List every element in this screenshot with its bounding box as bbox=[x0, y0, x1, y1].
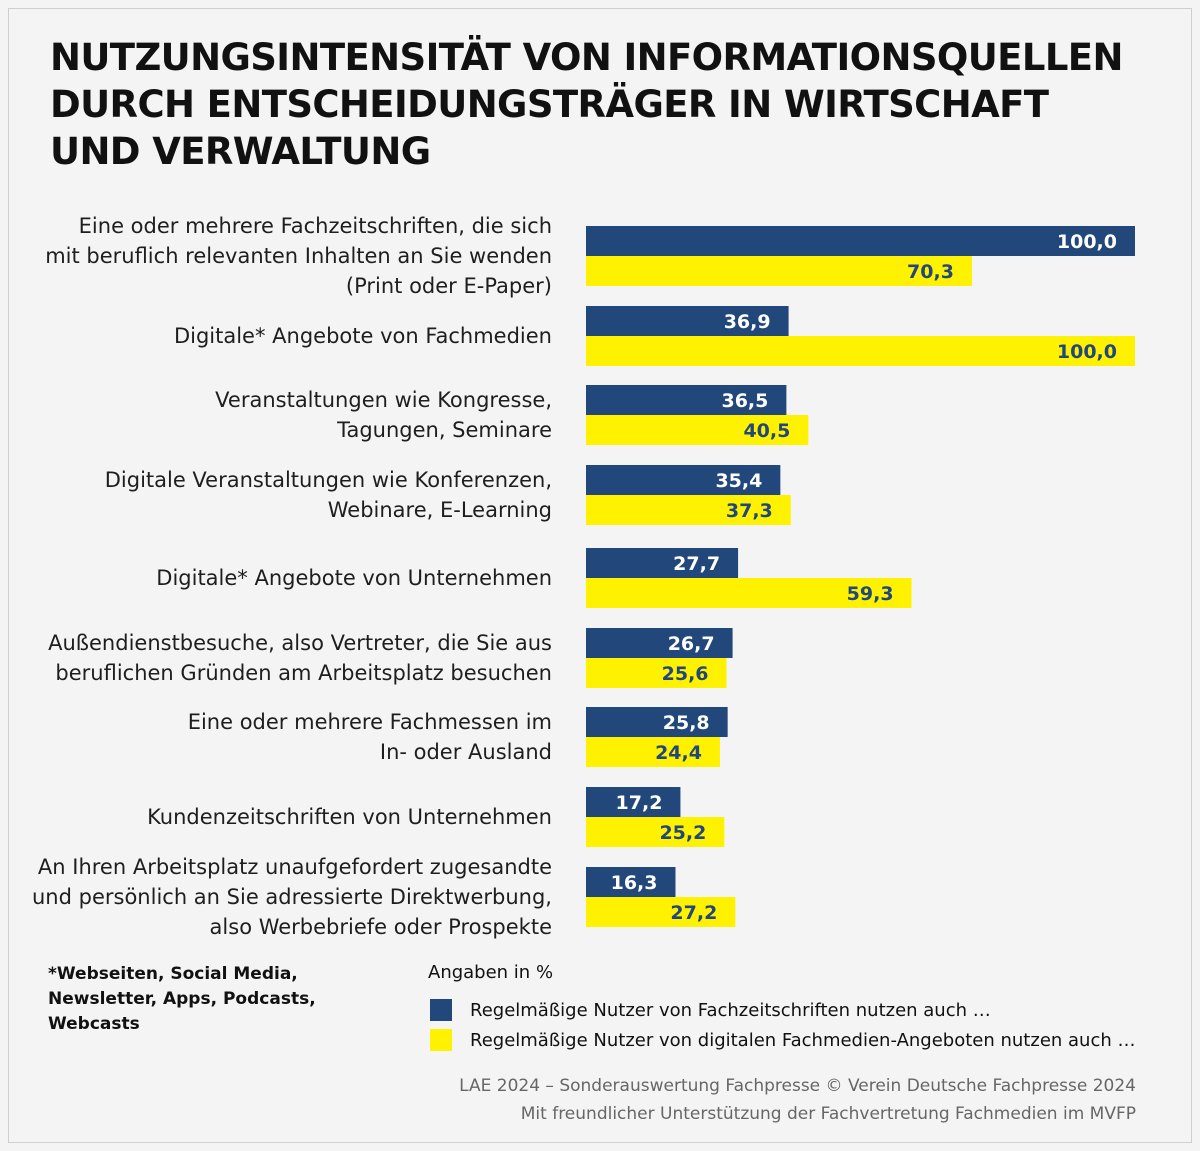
legend-label: Regelmäßige Nutzer von Fachzeitschriften… bbox=[470, 999, 991, 1021]
chart-title: NUTZUNGSINTENSITÄT VON INFORMATIONSQUELL… bbox=[50, 36, 1123, 173]
legend-item-fachzeitschriften: Regelmäßige Nutzer von Fachzeitschriften… bbox=[430, 995, 1135, 1025]
legend-label: Regelmäßige Nutzer von digitalen Fachmed… bbox=[470, 1029, 1136, 1051]
bar-fachzeitschriften bbox=[586, 867, 676, 897]
bar-value-label: 26,7 bbox=[668, 633, 715, 655]
bar-fachzeitschriften bbox=[586, 628, 733, 658]
bar-digitale-fachmedien bbox=[586, 256, 972, 286]
bar-fachzeitschriften bbox=[586, 465, 781, 495]
bar-value-label: 59,3 bbox=[847, 583, 894, 605]
bar-value-label: 40,5 bbox=[743, 420, 790, 442]
bar-digitale-fachmedien bbox=[586, 737, 720, 767]
bar-digitale-fachmedien bbox=[586, 897, 736, 927]
bar-value-label: 24,4 bbox=[655, 742, 702, 764]
bar-value-label: 25,8 bbox=[663, 712, 710, 734]
bar-fachzeitschriften bbox=[586, 306, 789, 336]
category-label: Außendienstbesuche, also Vertreter, die … bbox=[48, 631, 552, 685]
footnote: *Webseiten, Social Media, Newsletter, Ap… bbox=[48, 964, 316, 1034]
category-label: Eine oder mehrere Fachzeitschriften, die… bbox=[45, 214, 552, 298]
category-label: Veranstaltungen wie Kongresse, Tagungen, … bbox=[215, 388, 552, 442]
bar-value-label: 100,0 bbox=[1057, 341, 1117, 363]
category-label: Kundenzeitschriften von Unternehmen bbox=[147, 805, 552, 829]
category-label: Digitale* Angebote von Unternehmen bbox=[156, 566, 552, 590]
bar-digitale-fachmedien bbox=[586, 817, 725, 847]
bar-value-label: 27,7 bbox=[673, 553, 720, 575]
legend-swatch-blue bbox=[430, 999, 452, 1021]
category-label: An Ihren Arbeitsplatz unaufgefordert zug… bbox=[32, 855, 552, 939]
bar-value-label: 25,2 bbox=[659, 822, 706, 844]
legend-swatch-yellow bbox=[430, 1029, 452, 1051]
chart-frame bbox=[8, 8, 1192, 1143]
bar-value-label: 25,6 bbox=[662, 663, 709, 685]
bar-value-label: 100,0 bbox=[1057, 231, 1117, 253]
bar-value-label: 36,5 bbox=[721, 390, 768, 412]
bar-value-label: 36,9 bbox=[724, 311, 771, 333]
bar-fachzeitschriften bbox=[586, 548, 739, 578]
bar-value-label: 16,3 bbox=[611, 872, 658, 894]
source-line-1: LAE 2024 – Sonderauswertung Fachpresse ©… bbox=[459, 1076, 1136, 1096]
source-credit: LAE 2024 – Sonderauswertung Fachpresse ©… bbox=[459, 1072, 1136, 1128]
category-label: Eine oder mehrere Fachmessen im In- oder … bbox=[188, 710, 552, 764]
bar-digitale-fachmedien bbox=[586, 578, 912, 608]
bar-digitale-fachmedien bbox=[586, 336, 1135, 366]
bar-digitale-fachmedien bbox=[586, 415, 809, 445]
unit-label: Angaben in % bbox=[428, 962, 554, 983]
bar-value-label: 35,4 bbox=[715, 470, 762, 492]
legend: Regelmäßige Nutzer von Fachzeitschriften… bbox=[430, 995, 1135, 1055]
category-label: Digitale* Angebote von Fachmedien bbox=[174, 324, 552, 348]
legend-item-digitale-fachmedien: Regelmäßige Nutzer von digitalen Fachmed… bbox=[430, 1025, 1135, 1055]
bar-value-label: 70,3 bbox=[907, 261, 954, 283]
category-label: Digitale Veranstaltungen wie Konferenzen… bbox=[105, 468, 552, 522]
bar-value-label: 37,3 bbox=[726, 500, 773, 522]
bar-fachzeitschriften bbox=[586, 787, 681, 817]
bar-digitale-fachmedien bbox=[586, 495, 791, 525]
bar-value-label: 27,2 bbox=[670, 902, 717, 924]
source-line-2: Mit freundlicher Unterstützung der Fachv… bbox=[520, 1104, 1136, 1124]
bar-chart: Eine oder mehrere Fachzeitschriften, die… bbox=[32, 214, 1135, 939]
bar-digitale-fachmedien bbox=[586, 658, 727, 688]
bar-fachzeitschriften bbox=[586, 385, 787, 415]
bar-fachzeitschriften bbox=[586, 226, 1135, 256]
bar-fachzeitschriften bbox=[586, 707, 728, 737]
bar-value-label: 17,2 bbox=[616, 792, 663, 814]
